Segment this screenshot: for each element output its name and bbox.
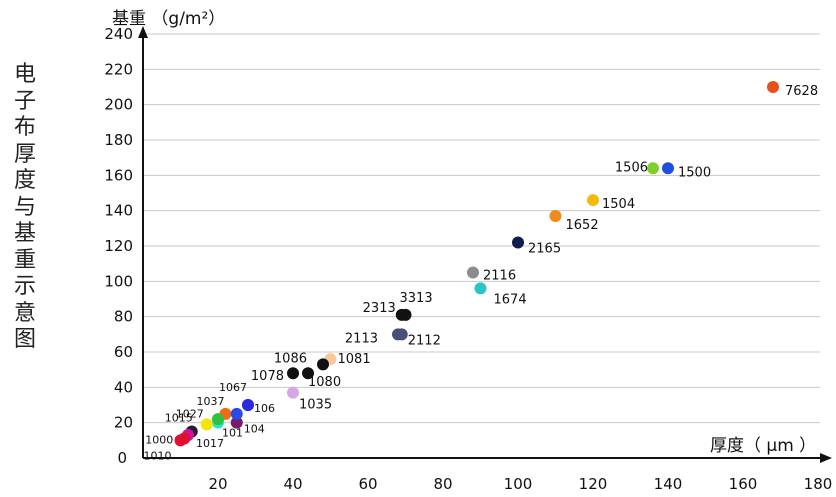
point-label-7628: 7628	[785, 84, 818, 99]
data-point-1506	[647, 162, 659, 175]
data-point	[212, 413, 224, 426]
point-label-1015: 1015	[165, 412, 193, 425]
point-label-2113: 2113	[345, 331, 378, 346]
data-point-1078	[287, 367, 299, 380]
point-label-1037: 1037	[197, 395, 225, 408]
x-tick-label: 120	[579, 475, 608, 493]
data-point-2112	[395, 328, 408, 341]
point-label-104: 104	[244, 423, 265, 436]
x-tick-label: 20	[208, 475, 227, 493]
data-point-1080	[302, 367, 314, 380]
grid-lines	[143, 33, 820, 424]
data-point-1500	[662, 162, 674, 175]
point-label-1080: 1080	[308, 375, 341, 390]
x-axis-arrow	[820, 453, 832, 463]
point-label-1078: 1078	[251, 369, 284, 384]
y-axis-title: 基重 （g/m²）	[112, 9, 225, 29]
point-label-1010: 1010	[144, 449, 172, 462]
data-point-1504	[587, 194, 599, 207]
point-label-2116: 2116	[483, 269, 516, 284]
point-label-3313: 3313	[400, 291, 433, 306]
data-point-1086	[317, 358, 329, 371]
point-label-1081: 1081	[338, 352, 371, 367]
data-point-1674	[474, 282, 487, 295]
data-point-1652	[549, 209, 562, 222]
y-tick-label: 100	[104, 272, 133, 290]
point-label-1027: 1027	[176, 407, 204, 420]
point-label-1500: 1500	[678, 165, 711, 180]
x-axis-title: 厚度（ μm ）	[710, 436, 816, 456]
point-label-1017: 1017	[196, 437, 224, 450]
y-tick-label: 200	[104, 96, 133, 114]
y-tick-label: 180	[104, 131, 133, 149]
point-label-1652: 1652	[566, 218, 599, 233]
data-points	[174, 81, 779, 447]
data-point-7628	[767, 81, 779, 93]
point-label-2165: 2165	[528, 241, 561, 256]
data-point-106	[242, 399, 254, 411]
point-label-1086: 1086	[274, 351, 307, 366]
x-tick-label: 180	[804, 475, 833, 493]
y-tick-label: 60	[114, 343, 133, 361]
data-point-2313	[395, 308, 408, 321]
point-label-2313: 2313	[363, 301, 396, 316]
point-label-1674: 1674	[494, 292, 527, 307]
y-tick-label: 20	[114, 414, 133, 432]
x-tick-label: 140	[654, 475, 683, 493]
x-tick-label: 40	[283, 475, 302, 493]
data-point-2165	[512, 236, 524, 249]
tick-labels: 0 20 40 60 80 100 120 140 160 180 200 220 240 20 40 60 8…	[104, 25, 832, 493]
point-label-1506: 1506	[615, 160, 648, 175]
point-label-1504: 1504	[602, 197, 635, 212]
x-tick-label: 100	[504, 475, 533, 493]
x-tick-label: 80	[433, 475, 452, 493]
data-point-104	[230, 416, 243, 429]
point-label-101: 101	[222, 427, 243, 440]
y-tick-label: 120	[104, 237, 133, 255]
axes	[138, 26, 832, 463]
data-point	[230, 407, 243, 420]
y-tick-label: 220	[104, 60, 133, 78]
y-tick-label: 160	[104, 166, 133, 184]
data-point-2116	[467, 266, 479, 279]
side-title: 电子布厚度与基重示意图	[13, 62, 36, 352]
point-label-1067: 1067	[219, 381, 247, 394]
y-tick-label: 140	[104, 202, 133, 220]
x-tick-label: 160	[729, 475, 758, 493]
y-tick-label: 40	[114, 378, 133, 396]
point-label-106: 106	[254, 402, 275, 415]
x-tick-label: 60	[358, 475, 377, 493]
point-label-1000: 1000	[145, 434, 173, 447]
data-point-1027	[200, 418, 213, 431]
data-point-1035	[287, 386, 299, 399]
point-label-1035: 1035	[299, 398, 332, 413]
y-axis-arrow	[138, 26, 148, 38]
point-label-2112: 2112	[408, 333, 441, 348]
y-tick-label: 0	[117, 449, 127, 467]
y-tick-label: 80	[114, 308, 133, 326]
data-point-1010	[174, 434, 187, 447]
y-tick-label: 240	[104, 25, 133, 43]
